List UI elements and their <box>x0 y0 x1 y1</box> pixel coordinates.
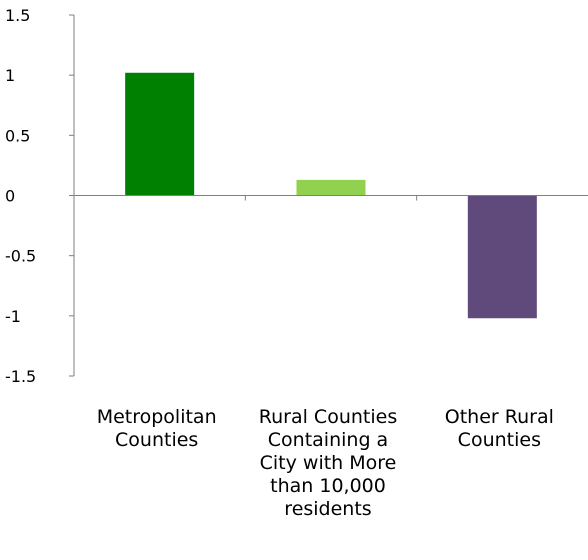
category-labels: Metropolitan Counties Rural Counties Contai… <box>97 406 554 520</box>
y-tick-label: 0 <box>5 187 15 206</box>
bar <box>125 72 195 196</box>
y-axis: 1.5 1 0.5 0 -0.5 -1 -1.5 <box>5 6 75 386</box>
y-tick-label: 1 <box>5 66 15 85</box>
x-axis <box>74 195 588 201</box>
bars <box>125 72 537 319</box>
category-label: Metropolitan Counties <box>97 406 217 451</box>
bar <box>467 195 537 319</box>
category-label: Rural Counties Containing a City with More… <box>259 406 397 520</box>
y-tick-label: -1 <box>5 307 21 326</box>
y-tick-label: -1.5 <box>5 367 36 386</box>
y-tick-label: -0.5 <box>5 247 36 266</box>
category-label: Other Rural Counties <box>445 406 554 451</box>
bar <box>296 179 366 196</box>
y-tick-label: 0.5 <box>5 126 30 145</box>
y-tick-label: 1.5 <box>5 6 30 25</box>
